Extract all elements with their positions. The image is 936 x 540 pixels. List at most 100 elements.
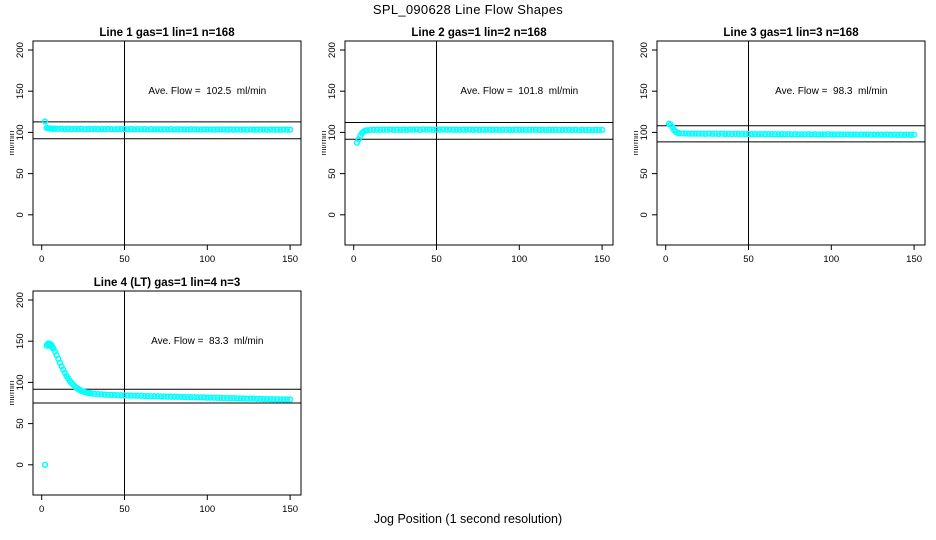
data-point xyxy=(194,394,201,401)
data-point xyxy=(61,125,69,133)
data-point xyxy=(708,130,716,137)
data-point xyxy=(121,125,128,133)
data-point xyxy=(187,393,194,401)
data-point xyxy=(184,126,191,133)
data-point xyxy=(439,126,447,133)
data-point xyxy=(516,126,523,133)
data-point xyxy=(393,126,400,133)
data-point xyxy=(778,130,785,138)
data-point xyxy=(373,126,381,133)
data-point xyxy=(486,126,493,133)
data-point xyxy=(877,131,885,138)
data-point xyxy=(164,393,171,400)
data-point xyxy=(698,130,706,137)
data-point xyxy=(476,126,483,133)
data-point xyxy=(220,126,228,133)
data-point xyxy=(791,131,799,138)
panel-title: Line 1 gas=1 lin=1 n=168 xyxy=(99,27,235,39)
plot-box xyxy=(344,40,614,246)
data-point xyxy=(897,131,905,138)
data-point xyxy=(555,126,563,134)
data-point xyxy=(818,131,825,138)
data-point xyxy=(795,131,802,138)
data-point xyxy=(121,392,128,399)
data-point xyxy=(180,393,188,401)
data-point xyxy=(151,126,158,133)
y-tick-label: 100 xyxy=(327,124,338,140)
y-tick-label: 50 xyxy=(639,168,650,179)
data-point xyxy=(144,392,151,400)
data-point xyxy=(410,126,417,133)
data-point xyxy=(808,131,815,138)
data-point xyxy=(559,126,566,133)
data-point xyxy=(728,130,736,138)
data-point xyxy=(496,126,503,134)
y-tick-label: 100 xyxy=(15,124,26,140)
data-point xyxy=(283,396,290,403)
data-point xyxy=(552,126,559,133)
data-point xyxy=(137,126,145,133)
data-point xyxy=(267,395,274,403)
data-point xyxy=(108,125,115,133)
data-point xyxy=(433,126,440,133)
panel-title: Line 2 gas=1 lin=2 n=168 xyxy=(411,27,547,39)
plot-canvas: Line 4 (LT) gas=1 lin=4 n=3 0 50 100 150 0 50 1… xyxy=(6,277,302,515)
ave-flow-annotation: Ave. Flow = 83.3 ml/min xyxy=(151,336,263,347)
data-point xyxy=(227,394,234,402)
data-point xyxy=(522,126,530,134)
data-point xyxy=(161,126,168,133)
data-point xyxy=(910,131,918,138)
data-point xyxy=(386,126,394,133)
data-point xyxy=(204,394,211,401)
data-point xyxy=(838,131,845,138)
plot-box xyxy=(656,40,926,246)
data-point xyxy=(200,126,208,133)
panel-title: Line 3 gas=1 lin=3 n=168 xyxy=(723,27,859,39)
data-point xyxy=(881,131,888,138)
y-tick-label: 0 xyxy=(639,212,650,217)
data-point xyxy=(811,131,818,138)
data-point xyxy=(118,126,125,133)
data-point xyxy=(78,125,85,132)
data-point xyxy=(370,126,377,133)
data-point xyxy=(565,126,573,133)
data-point xyxy=(108,391,115,399)
data-point xyxy=(725,130,732,137)
ave-flow-annotation: Ave. Flow = 102.5 ml/min xyxy=(148,86,266,97)
data-point xyxy=(131,392,138,399)
data-point xyxy=(732,130,739,137)
data-point xyxy=(51,125,59,132)
data-point xyxy=(436,126,443,133)
data-point xyxy=(466,126,473,133)
y-tick-label: 0 xyxy=(15,212,26,217)
data-point xyxy=(65,125,72,132)
data-point xyxy=(755,130,762,138)
data-point xyxy=(851,131,858,138)
data-point xyxy=(210,126,218,133)
data-point xyxy=(204,126,211,133)
data-point xyxy=(167,126,175,133)
data-point xyxy=(141,392,148,400)
data-point xyxy=(220,394,228,402)
data-point xyxy=(273,126,281,133)
data-point xyxy=(286,396,294,403)
plot-canvas: Line 1 gas=1 lin=1 n=168 0 50 100 150 0 50 100 1… xyxy=(6,27,302,265)
data-point xyxy=(595,126,602,134)
data-point xyxy=(861,131,868,138)
y-tick-label: 50 xyxy=(15,168,26,179)
data-point xyxy=(689,130,696,137)
data-point xyxy=(824,131,832,138)
data-point xyxy=(177,126,184,133)
data-point xyxy=(675,130,683,137)
data-point xyxy=(901,131,908,138)
data-point xyxy=(834,131,842,138)
data-point xyxy=(841,131,848,138)
y-tick-label: 200 xyxy=(15,42,26,58)
data-point xyxy=(214,126,221,133)
data-point xyxy=(250,126,257,133)
plot-canvas: Line 3 gas=1 lin=3 n=168 0 50 100 150 0 50 100 1… xyxy=(630,27,926,265)
data-point xyxy=(801,131,808,138)
data-point xyxy=(692,130,699,137)
data-point xyxy=(509,126,516,134)
data-point xyxy=(828,131,835,138)
